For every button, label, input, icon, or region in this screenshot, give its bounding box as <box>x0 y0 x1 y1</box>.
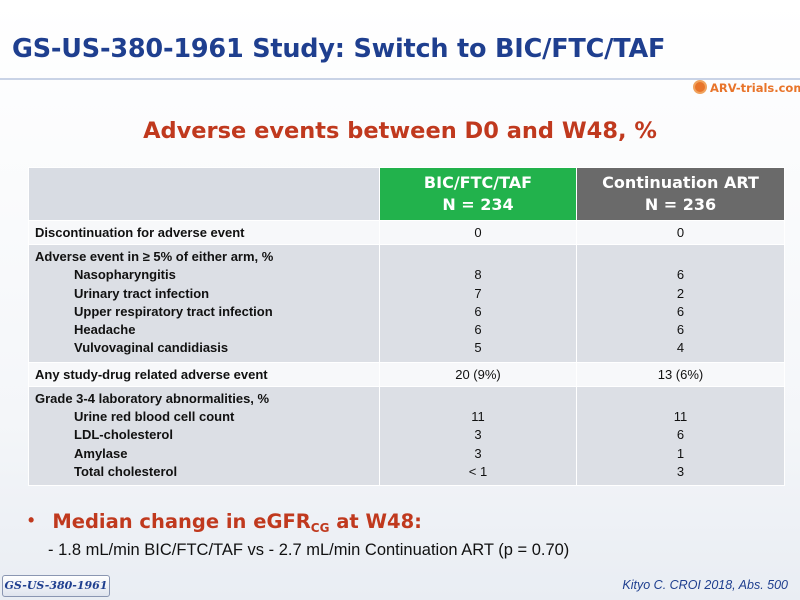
arv-trials-logo: ARV-trials.com <box>693 80 800 98</box>
header-continuation-name: Continuation ART <box>602 173 759 192</box>
slide-title: GS-US-380-1961 Study: Switch to BIC/FTC/… <box>12 34 666 64</box>
row-label: Adverse event in ≥ 5% of either arm, % N… <box>28 244 380 363</box>
header-bic-n: N = 234 <box>442 195 514 214</box>
logo-badge-icon <box>693 80 707 94</box>
table-row-lab-abnormalities: Grade 3-4 laboratory abnormalities, % Ur… <box>28 385 785 487</box>
continuation-value-cell: 11 6 1 3 <box>576 385 785 487</box>
row-label-text: Grade 3-4 laboratory abnormalities, % <box>35 390 270 406</box>
table-header-row: BIC/FTC/TAF N = 234 Continuation ART N =… <box>28 167 785 221</box>
title-divider <box>0 78 800 80</box>
study-tag: GS-US-380-1961 <box>2 575 110 597</box>
slide-subtitle: Adverse events between D0 and W48, % <box>143 118 657 144</box>
continuation-value: 6 <box>676 322 685 338</box>
sub-item-label: LDL-cholesterol <box>74 427 173 443</box>
bic-value-cell: 20 (9%) <box>379 361 577 387</box>
continuation-value: 1 <box>676 445 685 461</box>
bic-value: 6 <box>474 303 482 319</box>
row-label-text: Any study-drug related adverse event <box>35 366 268 382</box>
bullet-dot-icon: • <box>28 510 35 530</box>
sub-item-label: Upper respiratory tract infection <box>74 303 273 319</box>
egfr-heading-suffix: at W48: <box>329 510 422 533</box>
bic-value-cell: 8 7 6 6 5 <box>379 244 577 363</box>
egfr-bullet-heading: Median change in eGFRCG at W48: <box>52 510 422 535</box>
table-row-adverse-events: Adverse event in ≥ 5% of either arm, % N… <box>28 244 785 363</box>
sub-item-label: Vulvovaginal candidiasis <box>74 340 229 356</box>
continuation-value: 3 <box>676 463 685 479</box>
row-label: Grade 3-4 laboratory abnormalities, % Ur… <box>28 385 380 487</box>
logo-text: ARV-trials.com <box>710 81 800 95</box>
egfr-heading-subscript: CG <box>310 521 330 535</box>
bic-value: 11 <box>471 409 485 425</box>
bic-value: 6 <box>474 322 482 338</box>
row-label: Any study-drug related adverse event <box>28 361 380 387</box>
continuation-value-cell: 0 <box>576 220 785 245</box>
bic-value: 5 <box>474 340 482 356</box>
table-row-drug-related: Any study-drug related adverse event 20 … <box>28 361 785 387</box>
header-continuation-n: N = 236 <box>644 195 717 214</box>
bic-value: 7 <box>474 285 482 301</box>
egfr-detail-text: - 1.8 mL/min BIC/FTC/TAF vs - 2.7 mL/min… <box>48 541 570 559</box>
bic-value-cell: 11 3 3 < 1 <box>379 385 577 487</box>
sub-item-label: Urinary tract infection <box>74 285 210 301</box>
continuation-value-cell: 13 (6%) <box>576 361 785 387</box>
row-label: Discontinuation for adverse event <box>28 220 380 245</box>
sub-item-label: Amylase <box>74 445 128 461</box>
continuation-value: 13 (6%) <box>657 366 704 382</box>
row-label-text: Adverse event in ≥ 5% of either arm, % <box>35 249 274 264</box>
continuation-value: 6 <box>676 267 685 283</box>
table-row-discontinuation: Discontinuation for adverse event 0 0 <box>28 220 785 245</box>
sub-item-label: Nasopharyngitis <box>74 267 176 283</box>
header-continuation-art: Continuation ART N = 236 <box>576 167 785 221</box>
bic-value: 3 <box>474 427 482 443</box>
continuation-value: 4 <box>676 340 685 356</box>
egfr-bullet: • Median change in eGFRCG at W48: <box>28 510 422 535</box>
egfr-heading-prefix: Median change in eGFR <box>52 510 311 533</box>
continuation-value: 2 <box>676 285 685 301</box>
continuation-value-cell: 6 2 6 6 4 <box>576 244 785 363</box>
citation: Kityo C. CROI 2018, Abs. 500 <box>622 578 788 592</box>
continuation-value: 11 <box>673 409 688 425</box>
row-label-text: Discontinuation for adverse event <box>35 225 245 240</box>
sub-item-label: Headache <box>74 322 136 338</box>
bic-value-cell: 0 <box>379 220 577 245</box>
bic-value: 20 (9%) <box>455 366 501 382</box>
header-bic-ftc-taf: BIC/FTC/TAF N = 234 <box>379 167 577 221</box>
bic-value: 3 <box>474 445 482 461</box>
sub-item-label: Urine red blood cell count <box>74 409 235 425</box>
adverse-events-table: BIC/FTC/TAF N = 234 Continuation ART N =… <box>28 167 785 487</box>
bic-value: 0 <box>474 225 482 240</box>
bic-value: 8 <box>474 267 482 283</box>
continuation-value: 6 <box>676 427 685 443</box>
continuation-value: 0 <box>676 225 685 240</box>
continuation-value: 6 <box>676 303 685 319</box>
header-blank-cell <box>28 167 380 221</box>
sub-item-label: Total cholesterol <box>74 463 178 479</box>
bic-value: < 1 <box>468 463 488 479</box>
header-bic-name: BIC/FTC/TAF <box>423 173 533 192</box>
